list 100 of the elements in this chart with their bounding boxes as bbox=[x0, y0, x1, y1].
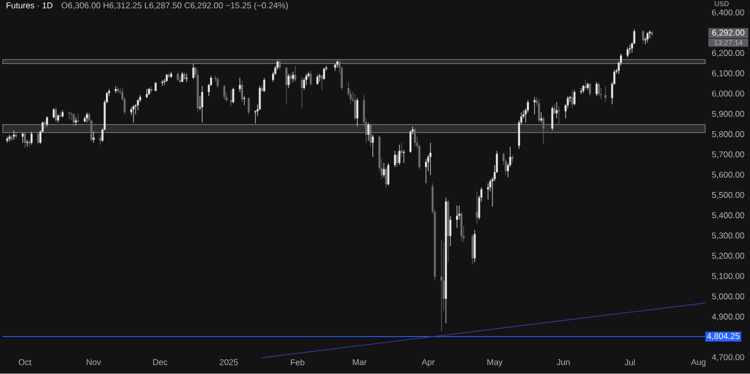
x-tick-label: Dec bbox=[153, 359, 168, 366]
candlestick bbox=[400, 142, 403, 158]
candlestick bbox=[37, 132, 40, 146]
candlestick bbox=[320, 74, 323, 90]
candlestick bbox=[573, 90, 576, 106]
y-tick-label: 5,800.00 bbox=[712, 131, 744, 138]
x-tick-label: May bbox=[487, 359, 503, 367]
candlestick bbox=[424, 158, 427, 184]
candlestick bbox=[243, 96, 246, 106]
candlestick bbox=[310, 70, 312, 86]
candlestick bbox=[356, 98, 358, 127]
y-tick-label: 6,200.00 bbox=[712, 50, 744, 58]
candlestick bbox=[571, 90, 574, 109]
y-tick-label: 4,900.00 bbox=[712, 314, 744, 321]
candlestick bbox=[456, 205, 458, 228]
candlestick bbox=[316, 74, 318, 86]
candlestick bbox=[263, 78, 266, 93]
candlestick bbox=[588, 82, 591, 97]
candlestick bbox=[241, 80, 244, 103]
candlestick bbox=[396, 152, 398, 168]
x-tick-label: Oct bbox=[18, 359, 32, 366]
candlestick bbox=[116, 86, 119, 94]
candlestick bbox=[223, 84, 226, 101]
candlestick bbox=[542, 116, 544, 144]
candlestick bbox=[77, 113, 80, 123]
candlestick bbox=[554, 104, 556, 115]
candlestick bbox=[24, 131, 26, 148]
candlestick bbox=[146, 88, 148, 99]
candlestick bbox=[642, 30, 644, 44]
candlestick bbox=[626, 47, 629, 58]
y-tick-label: 5,300.00 bbox=[712, 232, 744, 240]
candlestick bbox=[598, 82, 600, 97]
ref-line-label: 4,804.25 bbox=[707, 333, 740, 340]
candlestick bbox=[646, 32, 649, 43]
candlestick bbox=[551, 106, 554, 132]
candlestick bbox=[414, 128, 416, 148]
candlestick bbox=[278, 59, 281, 70]
candlestick bbox=[449, 216, 452, 247]
y-tick-label: 6,000.00 bbox=[712, 90, 744, 98]
y-tick-label: 6,400.00 bbox=[712, 10, 744, 17]
candlestick bbox=[367, 122, 370, 142]
text: O6,306.00 H6,312.25 L6,287.50 C6,292.00 −15.25 (−0.24%) bbox=[62, 2, 288, 10]
x-tick-label: Jul bbox=[624, 359, 635, 366]
candlestick bbox=[394, 150, 396, 168]
y-tick-label: 5,400.00 bbox=[712, 212, 744, 220]
candlestick bbox=[487, 183, 490, 200]
candlestick bbox=[385, 166, 388, 188]
candlestick bbox=[382, 162, 385, 178]
y-tick-label: 5,200.00 bbox=[712, 253, 744, 260]
x-tick-label: Apr bbox=[422, 359, 435, 367]
candlestick bbox=[303, 78, 306, 90]
candlestick bbox=[409, 130, 412, 154]
candlestick bbox=[30, 131, 33, 146]
candlestick bbox=[261, 84, 264, 93]
candlestick bbox=[216, 78, 219, 88]
candlestick bbox=[232, 88, 234, 104]
candlestick bbox=[54, 107, 57, 123]
x-tick-label: Nov bbox=[86, 359, 102, 366]
y-tick-label: 5,700.00 bbox=[712, 152, 744, 159]
candlestick bbox=[323, 68, 326, 80]
y-tick-label: 6,100.00 bbox=[712, 70, 744, 78]
candlestick bbox=[402, 150, 405, 164]
candlestick bbox=[472, 234, 474, 265]
candlestick bbox=[288, 74, 290, 88]
chart-title: Futures · 1D bbox=[6, 2, 52, 9]
candlestick bbox=[132, 105, 134, 123]
candlestick bbox=[372, 134, 374, 158]
candlestick bbox=[201, 86, 204, 123]
candlestick bbox=[354, 94, 356, 121]
candlestick bbox=[604, 86, 606, 103]
candlestick bbox=[596, 82, 598, 97]
candlestick bbox=[192, 64, 194, 80]
candlestick bbox=[72, 113, 75, 127]
y-tick-label: 5,500.00 bbox=[712, 192, 744, 200]
candlestick bbox=[179, 76, 182, 84]
candlestick bbox=[387, 162, 390, 186]
y-tick-label: 5,100.00 bbox=[712, 273, 744, 280]
candlestick bbox=[22, 132, 24, 144]
candlestick bbox=[584, 80, 587, 90]
candlestick bbox=[230, 90, 232, 107]
candlestick bbox=[370, 123, 372, 148]
candlestick bbox=[558, 106, 560, 125]
candlestick bbox=[12, 130, 15, 140]
y-tick-label: 5,900.00 bbox=[712, 111, 744, 118]
candlestick bbox=[440, 240, 442, 332]
candlestick bbox=[92, 131, 95, 144]
candlestick bbox=[290, 72, 292, 84]
candlestick bbox=[476, 191, 478, 224]
text: 6,292.00 bbox=[712, 30, 744, 37]
x-tick-label: Aug bbox=[691, 359, 706, 367]
candlestick bbox=[52, 108, 55, 119]
candlestick bbox=[248, 96, 250, 115]
y-tick-label: 5,000.00 bbox=[712, 294, 744, 301]
candlestick bbox=[398, 144, 400, 166]
candlestick bbox=[285, 66, 288, 105]
x-tick-label: Feb bbox=[290, 359, 304, 366]
candlestick bbox=[628, 44, 631, 54]
candlestick bbox=[238, 78, 241, 93]
candlestick bbox=[86, 112, 88, 123]
candlestick bbox=[136, 99, 139, 111]
